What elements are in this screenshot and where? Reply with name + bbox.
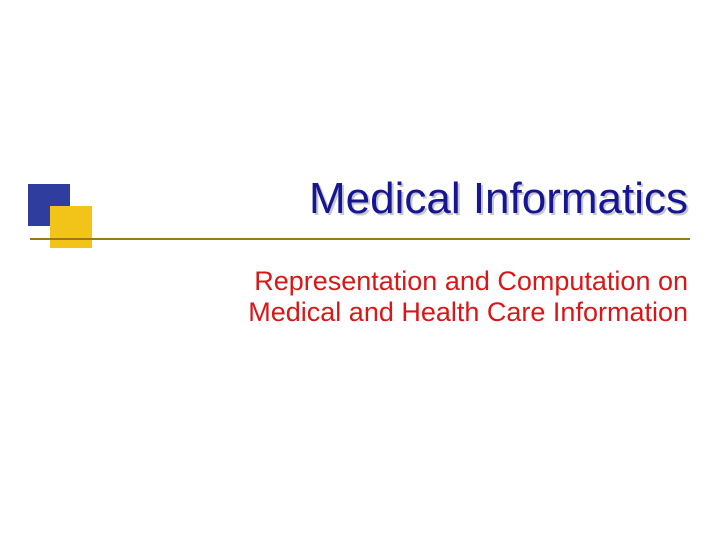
horizontal-rule (30, 238, 690, 240)
corner-squares-decoration (28, 184, 112, 244)
slide-title: Medical Informatics (120, 174, 688, 224)
yellow-square (50, 206, 92, 248)
slide-subtitle: Representation and Computation on Medica… (180, 266, 688, 328)
